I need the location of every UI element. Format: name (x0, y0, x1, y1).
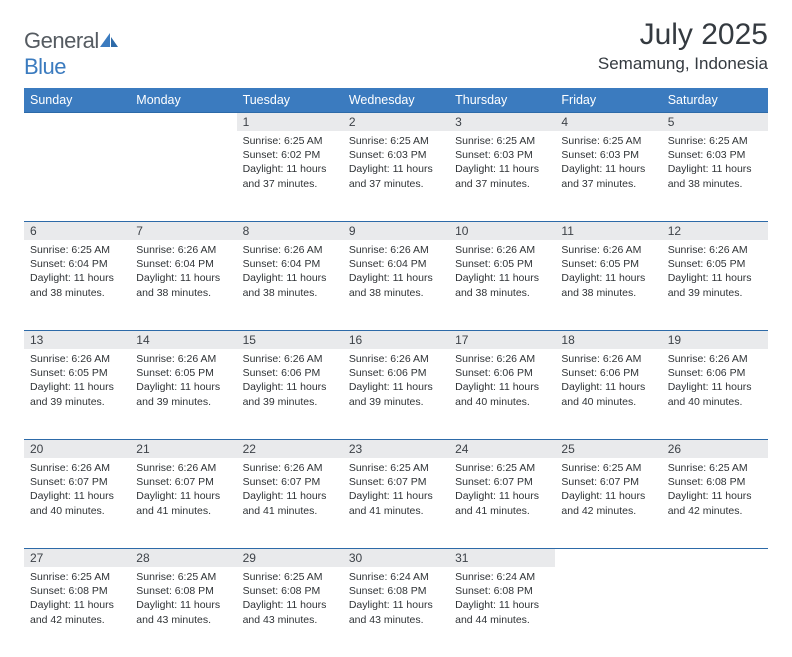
day-number-row: 12345 (24, 112, 768, 131)
day-cell: Sunrise: 6:25 AMSunset: 6:03 PMDaylight:… (555, 131, 661, 193)
day-number: 21 (130, 439, 236, 458)
day-cell: Sunrise: 6:26 AMSunset: 6:04 PMDaylight:… (130, 240, 236, 302)
day-number: 12 (662, 221, 768, 240)
day-number: 25 (555, 439, 661, 458)
day-number: 20 (24, 439, 130, 458)
day-number: 7 (130, 221, 236, 240)
day-number: 17 (449, 330, 555, 349)
brand-text: General Blue (24, 28, 119, 80)
day-number: 16 (343, 330, 449, 349)
day-body-row: Sunrise: 6:26 AMSunset: 6:05 PMDaylight:… (24, 349, 768, 439)
day-number: 27 (24, 548, 130, 567)
day-cell: Sunrise: 6:26 AMSunset: 6:07 PMDaylight:… (130, 458, 236, 520)
day-body-row: Sunrise: 6:25 AMSunset: 6:04 PMDaylight:… (24, 240, 768, 330)
day-number: 23 (343, 439, 449, 458)
brand-word-2: Blue (24, 54, 66, 79)
day-cell: Sunrise: 6:25 AMSunset: 6:04 PMDaylight:… (24, 240, 130, 302)
day-cell: Sunrise: 6:25 AMSunset: 6:07 PMDaylight:… (343, 458, 449, 520)
day-number: 28 (130, 548, 236, 567)
day-number-row: 20212223242526 (24, 439, 768, 458)
calendar-table: SundayMondayTuesdayWednesdayThursdayFrid… (24, 88, 768, 657)
day-header: Monday (130, 88, 236, 112)
day-header: Friday (555, 88, 661, 112)
day-header: Tuesday (237, 88, 343, 112)
day-cell: Sunrise: 6:25 AMSunset: 6:03 PMDaylight:… (343, 131, 449, 193)
day-number: 24 (449, 439, 555, 458)
day-number-row: 6789101112 (24, 221, 768, 240)
day-cell: Sunrise: 6:25 AMSunset: 6:08 PMDaylight:… (24, 567, 130, 629)
day-body-row: Sunrise: 6:25 AMSunset: 6:02 PMDaylight:… (24, 131, 768, 221)
day-number-empty (24, 112, 130, 131)
day-cell: Sunrise: 6:26 AMSunset: 6:06 PMDaylight:… (449, 349, 555, 411)
day-number-empty (662, 548, 768, 567)
day-cell: Sunrise: 6:26 AMSunset: 6:04 PMDaylight:… (237, 240, 343, 302)
title-block: July 2025 Semamung, Indonesia (598, 18, 768, 74)
day-cell: Sunrise: 6:26 AMSunset: 6:06 PMDaylight:… (343, 349, 449, 411)
day-number: 15 (237, 330, 343, 349)
day-number: 14 (130, 330, 236, 349)
day-number: 5 (662, 112, 768, 131)
day-cell: Sunrise: 6:26 AMSunset: 6:06 PMDaylight:… (237, 349, 343, 411)
day-cell: Sunrise: 6:26 AMSunset: 6:07 PMDaylight:… (237, 458, 343, 520)
day-cell: Sunrise: 6:25 AMSunset: 6:08 PMDaylight:… (662, 458, 768, 520)
day-cell: Sunrise: 6:26 AMSunset: 6:05 PMDaylight:… (24, 349, 130, 411)
day-number: 22 (237, 439, 343, 458)
day-cell: Sunrise: 6:26 AMSunset: 6:04 PMDaylight:… (343, 240, 449, 302)
day-number: 26 (662, 439, 768, 458)
day-cell: Sunrise: 6:25 AMSunset: 6:08 PMDaylight:… (130, 567, 236, 629)
day-number: 9 (343, 221, 449, 240)
day-number: 31 (449, 548, 555, 567)
day-header: Sunday (24, 88, 130, 112)
brand-logo: General Blue (24, 18, 119, 80)
calendar-page: General Blue July 2025 Semamung, Indones… (0, 0, 792, 657)
day-cell: Sunrise: 6:26 AMSunset: 6:06 PMDaylight:… (555, 349, 661, 411)
day-header: Thursday (449, 88, 555, 112)
day-number: 19 (662, 330, 768, 349)
day-header: Wednesday (343, 88, 449, 112)
day-number: 3 (449, 112, 555, 131)
day-number: 18 (555, 330, 661, 349)
day-cell: Sunrise: 6:25 AMSunset: 6:07 PMDaylight:… (449, 458, 555, 520)
location-label: Semamung, Indonesia (598, 54, 768, 74)
day-number-row: 13141516171819 (24, 330, 768, 349)
day-number: 30 (343, 548, 449, 567)
day-cell: Sunrise: 6:24 AMSunset: 6:08 PMDaylight:… (449, 567, 555, 629)
day-number: 4 (555, 112, 661, 131)
day-number-empty (555, 548, 661, 567)
day-cell: Sunrise: 6:25 AMSunset: 6:02 PMDaylight:… (237, 131, 343, 193)
day-body-row: Sunrise: 6:25 AMSunset: 6:08 PMDaylight:… (24, 567, 768, 657)
day-cell: Sunrise: 6:26 AMSunset: 6:05 PMDaylight:… (449, 240, 555, 302)
day-number-empty (130, 112, 236, 131)
day-cell: Sunrise: 6:25 AMSunset: 6:03 PMDaylight:… (449, 131, 555, 193)
day-header: Saturday (662, 88, 768, 112)
day-cell: Sunrise: 6:25 AMSunset: 6:03 PMDaylight:… (662, 131, 768, 193)
day-cell: Sunrise: 6:26 AMSunset: 6:06 PMDaylight:… (662, 349, 768, 411)
header: General Blue July 2025 Semamung, Indones… (24, 18, 768, 80)
brand-word-1: General (24, 28, 99, 53)
day-cell: Sunrise: 6:26 AMSunset: 6:05 PMDaylight:… (662, 240, 768, 302)
day-number: 8 (237, 221, 343, 240)
day-body-row: Sunrise: 6:26 AMSunset: 6:07 PMDaylight:… (24, 458, 768, 548)
day-number: 11 (555, 221, 661, 240)
day-number-row: 2728293031 (24, 548, 768, 567)
day-cell: Sunrise: 6:25 AMSunset: 6:07 PMDaylight:… (555, 458, 661, 520)
day-cell: Sunrise: 6:26 AMSunset: 6:05 PMDaylight:… (130, 349, 236, 411)
day-number: 10 (449, 221, 555, 240)
day-cell: Sunrise: 6:26 AMSunset: 6:07 PMDaylight:… (24, 458, 130, 520)
day-header-row: SundayMondayTuesdayWednesdayThursdayFrid… (24, 88, 768, 112)
day-number: 29 (237, 548, 343, 567)
day-cell: Sunrise: 6:25 AMSunset: 6:08 PMDaylight:… (237, 567, 343, 629)
day-number: 6 (24, 221, 130, 240)
day-number: 13 (24, 330, 130, 349)
day-cell: Sunrise: 6:26 AMSunset: 6:05 PMDaylight:… (555, 240, 661, 302)
month-title: July 2025 (598, 18, 768, 52)
logo-sail-icon (99, 32, 119, 48)
day-number: 1 (237, 112, 343, 131)
day-cell: Sunrise: 6:24 AMSunset: 6:08 PMDaylight:… (343, 567, 449, 629)
day-number: 2 (343, 112, 449, 131)
